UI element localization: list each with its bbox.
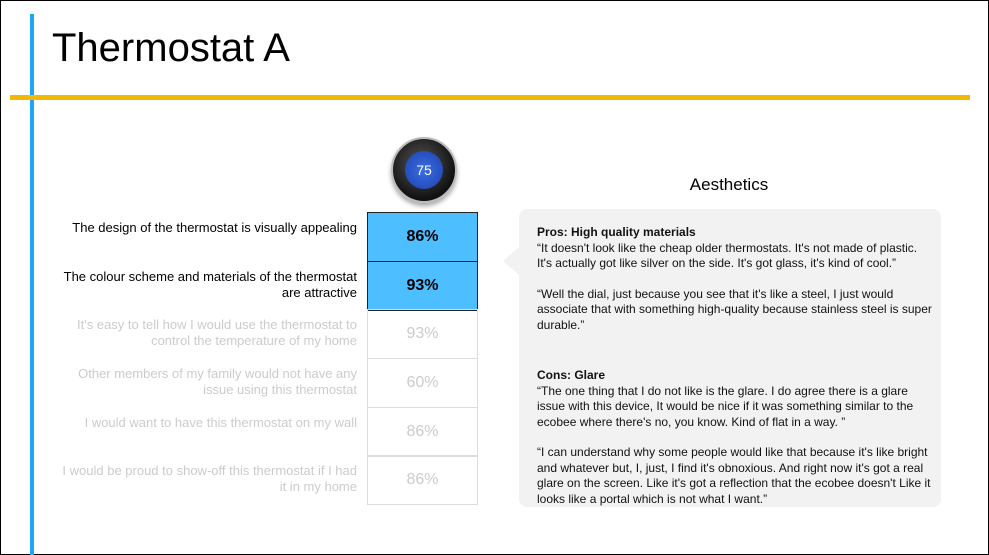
cons-quote: “I can understand why some people would … bbox=[537, 445, 931, 506]
row-label: The design of the thermostat is visually… bbox=[72, 220, 357, 235]
thermostat-image: 75 bbox=[391, 137, 457, 203]
row-value: 93% bbox=[367, 309, 478, 360]
accent-bar bbox=[30, 14, 34, 555]
row-value: 86% bbox=[367, 406, 478, 457]
pros-heading: Pros: High quality materials bbox=[537, 225, 696, 239]
table-row: The colour scheme and materials of the t… bbox=[60, 260, 480, 311]
rating-table: The design of the thermostat is visually… bbox=[60, 212, 480, 506]
cons-heading: Cons: Glare bbox=[537, 368, 606, 382]
table-row: It's easy to tell how I would use the th… bbox=[60, 309, 480, 360]
pros-quote: “It doesn't look like the cheap older th… bbox=[537, 240, 918, 271]
row-label: I would want to have this thermostat on … bbox=[84, 414, 357, 430]
row-label: The colour scheme and materials of the t… bbox=[63, 268, 357, 300]
page-title: Thermostat A bbox=[52, 26, 290, 70]
row-value: 86% bbox=[367, 455, 478, 506]
row-value: 86% bbox=[367, 212, 478, 262]
table-row: Other members of my family would not hav… bbox=[60, 358, 480, 409]
title-divider bbox=[10, 95, 970, 100]
row-value: 60% bbox=[367, 358, 478, 409]
quotes-callout: Pros: High quality materials “It doesn't… bbox=[503, 209, 941, 507]
row-value: 93% bbox=[367, 260, 478, 311]
cons-quote: “The one thing that I do not like is the… bbox=[537, 383, 914, 429]
thermostat-display: 75 bbox=[405, 151, 443, 189]
pros-quote: “Well the dial, just because you see tha… bbox=[537, 286, 932, 332]
row-label: I would be proud to show-off this thermo… bbox=[62, 463, 357, 495]
table-row: The design of the thermostat is visually… bbox=[60, 212, 480, 262]
row-label: It's easy to tell how I would use the th… bbox=[77, 317, 357, 349]
section-heading: Aesthetics bbox=[689, 175, 769, 194]
table-row: I would be proud to show-off this thermo… bbox=[60, 455, 480, 506]
table-row: I would want to have this thermostat on … bbox=[60, 406, 480, 457]
row-label: Other members of my family would not hav… bbox=[78, 366, 357, 398]
